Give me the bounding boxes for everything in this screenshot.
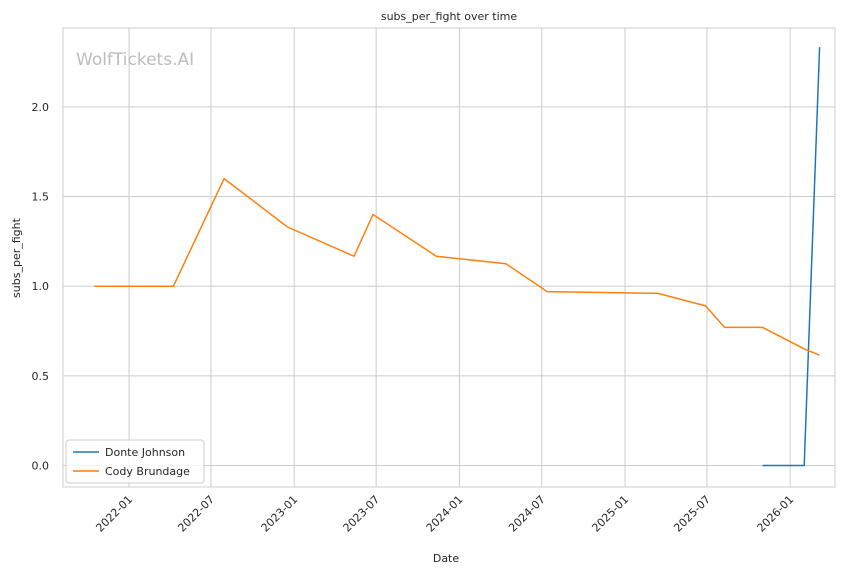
legend-box [65,439,205,484]
x-tick-label: 2024-01 [424,493,466,535]
series-lines [94,47,821,467]
legend-label-donte-johnson: Donte Johnson [105,446,185,459]
x-tick-labels: 2022-01 2022-07 2023-01 2023-07 2024-01 2024-… [93,493,796,535]
x-tick-label: 2023-01 [259,493,301,535]
x-tick-label: 2025-07 [671,493,713,535]
y-tick-label: 1.0 [32,280,50,293]
x-tick-label: 2022-07 [175,493,217,535]
x-tick-label: 2024-07 [506,493,548,535]
x-tick-label: 2022-01 [93,493,135,535]
x-tick-label: 2023-07 [341,493,383,535]
plot-frame [62,27,836,488]
series-line-cody-brundage [94,177,820,356]
x-tick-label: 2025-01 [589,493,631,535]
x-tick-label: 2026-01 [755,493,797,535]
legend-label-cody-brundage: Cody Brundage [105,465,190,478]
chart-title: subs_per_fight over time [381,10,517,23]
y-tick-label: 1.5 [32,191,50,204]
x-gridlines [128,28,791,487]
watermark: WolfTickets.AI [76,50,194,70]
legend: Donte Johnson Cody Brundage [65,439,205,484]
y-tick-label: 0.5 [32,370,50,383]
series-line-donte-johnson [762,47,821,467]
x-axis-title: Date [433,552,460,565]
y-axis-title: subs_per_fight [10,217,23,298]
y-tick-label: 0.0 [32,459,50,472]
y-tick-labels: 0.0 0.5 1.0 1.5 2.0 [32,101,50,473]
y-tick-label: 2.0 [32,101,50,114]
